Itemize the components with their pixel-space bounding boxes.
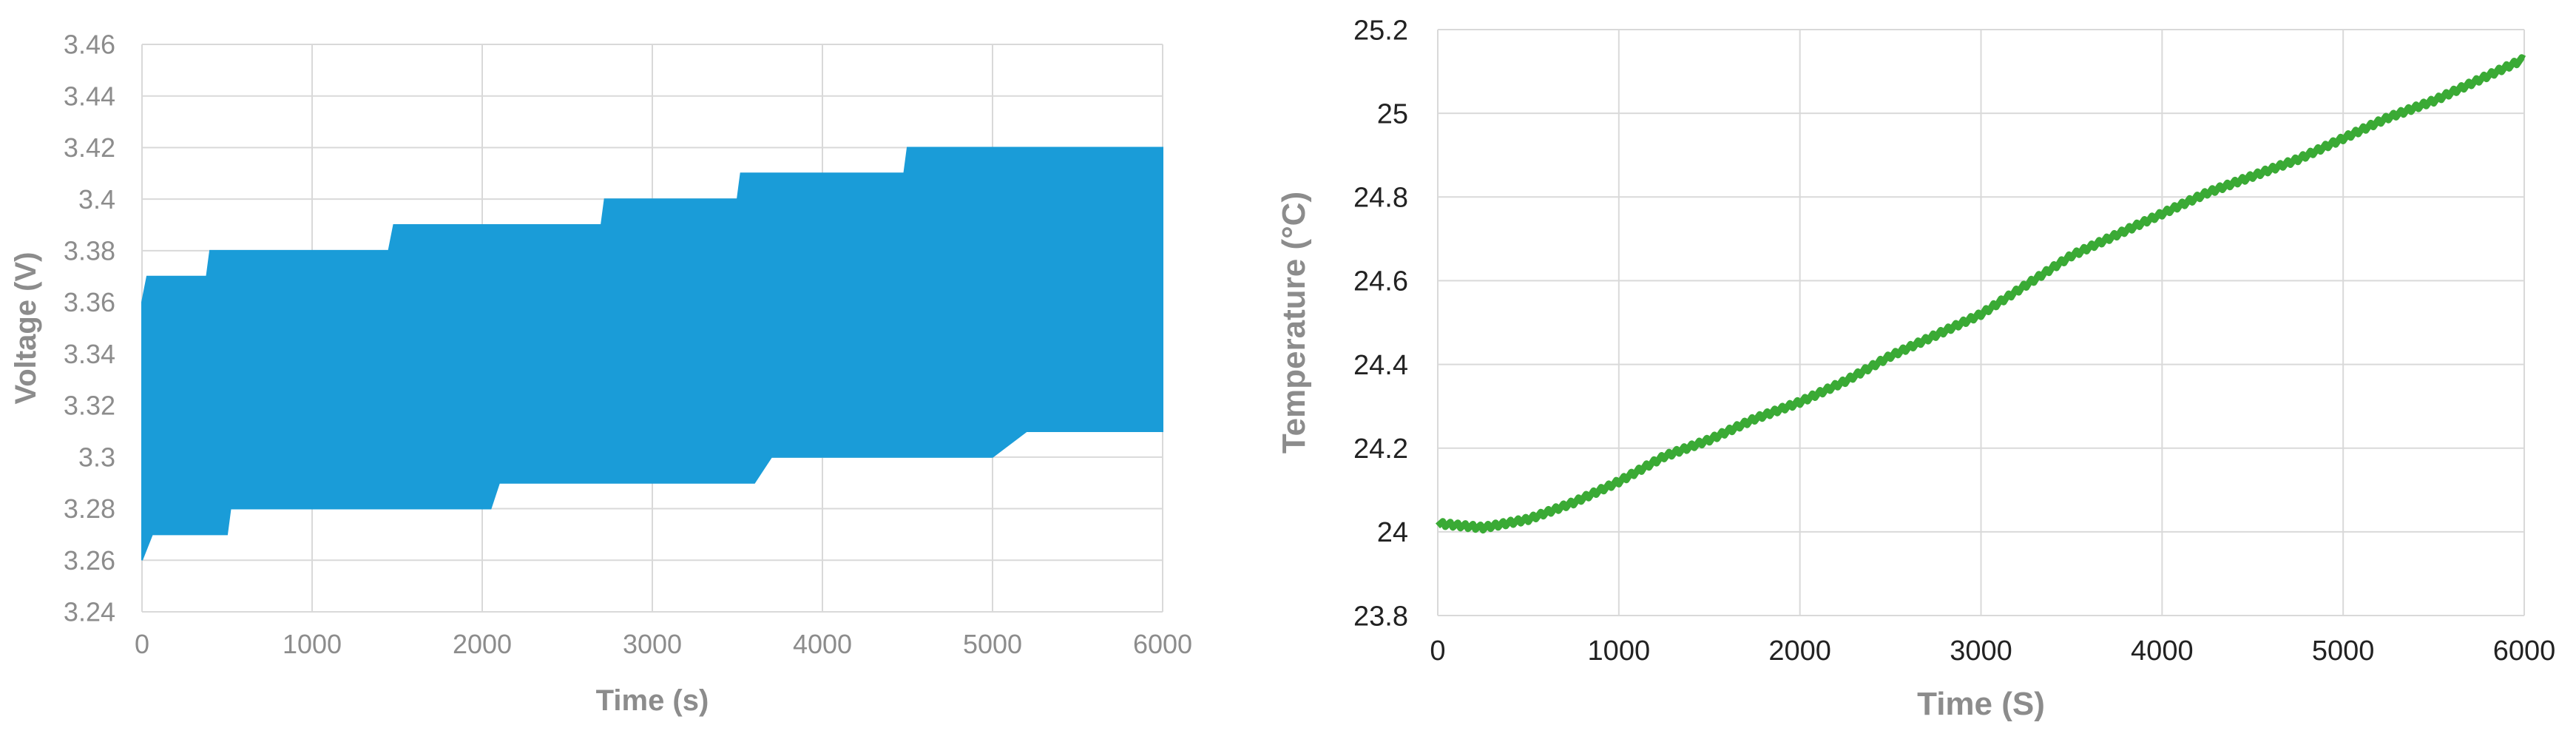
x-tick-label: 4000 <box>793 629 852 659</box>
temperature-line <box>1436 54 2526 534</box>
y-tick-label: 3.46 <box>64 30 115 60</box>
y-tick-label: 24 <box>1377 517 1408 548</box>
x-tick-label: 6000 <box>2493 636 2556 667</box>
x-tick-label: 0 <box>1430 636 1445 667</box>
x-tick-label: 2000 <box>1768 636 1831 667</box>
x-tick-label: 6000 <box>1133 629 1192 659</box>
voltage-band <box>141 146 1163 561</box>
y-tick-label: 3.3 <box>78 442 115 472</box>
x-axis-label: Time (s) <box>596 684 709 717</box>
x-tick-label: 2000 <box>453 629 512 659</box>
y-tick-label: 3.28 <box>64 493 115 524</box>
y-tick-label: 24.4 <box>1353 350 1408 381</box>
y-tick-label: 3.26 <box>64 545 115 576</box>
y-tick-label: 3.42 <box>64 132 115 163</box>
y-axis-label: Voltage (V) <box>10 252 42 405</box>
y-tick-label: 3.38 <box>64 236 115 266</box>
y-tick-label: 3.36 <box>64 287 115 317</box>
y-tick-label: 24.2 <box>1353 434 1408 465</box>
y-tick-label: 3.44 <box>64 81 115 111</box>
y-tick-label: 24.6 <box>1353 266 1408 297</box>
x-tick-label: 4000 <box>2131 636 2194 667</box>
y-tick-label: 25.2 <box>1353 15 1408 46</box>
x-tick-label: 3000 <box>623 629 682 659</box>
y-tick-label: 3.24 <box>64 597 115 627</box>
x-tick-label: 5000 <box>963 629 1022 659</box>
y-tick-label: 23.8 <box>1353 601 1408 632</box>
x-tick-label: 1000 <box>1588 636 1651 667</box>
y-tick-label: 3.4 <box>78 184 115 215</box>
voltage-chart-svg: 3.24 3.26 3.28 3.3 3.32 3.34 3.36 3.38 3.4 3.42 3.… <box>10 30 1192 717</box>
y-tick-label: 3.32 <box>64 391 115 421</box>
x-tick-label: 5000 <box>2312 636 2375 667</box>
x-tick-label: 0 <box>135 629 149 659</box>
x-tick-label: 3000 <box>1950 636 2012 667</box>
y-axis-label: Temperature (°C) <box>1276 192 1312 454</box>
y-tick-label: 25 <box>1377 98 1408 129</box>
y-tick-label: 24.8 <box>1353 183 1408 214</box>
temperature-chart-svg: 23.8 24 24.2 24.4 24.6 24.8 25 25.2 0 1000 2000 300… <box>1276 15 2556 722</box>
x-tick-label: 1000 <box>283 629 342 659</box>
y-tick-label: 3.34 <box>64 339 115 369</box>
x-axis-label: Time (S) <box>1917 686 2045 722</box>
voltage-chart: 3.24 3.26 3.28 3.3 3.32 3.34 3.36 3.38 3.4 3.42 3.… <box>0 0 1198 741</box>
temperature-chart: 23.8 24 24.2 24.4 24.6 24.8 25 25.2 0 1000 2000 300… <box>1272 0 2576 741</box>
